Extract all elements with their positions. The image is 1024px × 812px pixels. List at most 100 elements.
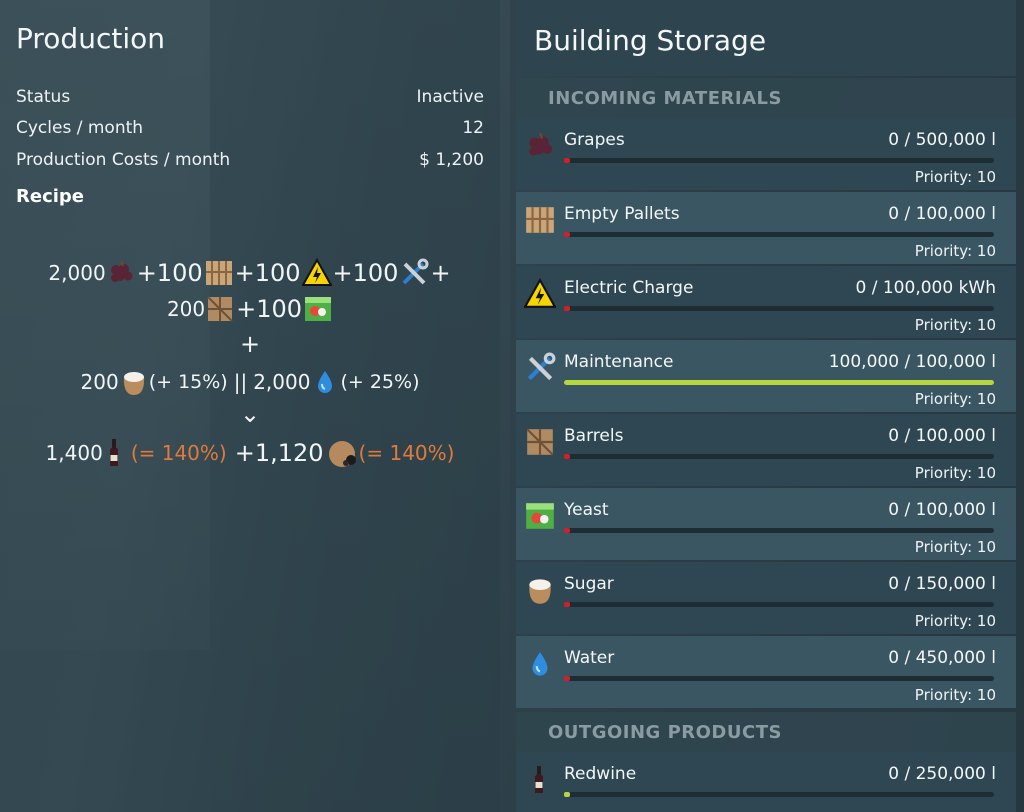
production-panel: Production Status Inactive Cycles / mont… <box>0 0 500 812</box>
storage-amount: 0 / 500,000 l <box>888 130 996 150</box>
recipe-maintenance-amount: +100 <box>332 259 399 287</box>
recipe-output-line: 1,400 (= 140%) +1,120 (= 140%) <box>0 438 500 468</box>
recipe-sugar-pct: (+ 15%) <box>148 371 228 393</box>
storage-name: Maintenance <box>564 352 674 372</box>
fill-level-bar <box>564 602 994 607</box>
costs-row: Production Costs / month $ 1,200 <box>16 150 484 170</box>
storage-header: Building Storage <box>516 0 1016 76</box>
recipe-electric-amount: +100 <box>234 259 301 287</box>
storage-title: Building Storage <box>534 24 767 57</box>
empty-marker <box>564 158 570 163</box>
electric-warning-icon <box>523 277 557 310</box>
storage-priority[interactable]: Priority: 10 <box>914 316 996 334</box>
sugar-sack-icon <box>119 367 149 397</box>
recipe-plus: + <box>239 330 261 358</box>
recipe-grapes-amount: 2,000 <box>48 261 106 285</box>
storage-name: Electric Charge <box>564 278 694 298</box>
recipe-arrow-line: ⌄ <box>0 400 500 428</box>
output-second-amount: +1,120 <box>234 439 324 467</box>
grapes-icon <box>524 130 556 162</box>
storage-name: Empty Pallets <box>564 204 680 224</box>
pallet-icon <box>204 258 234 288</box>
storage-amount: 0 / 250,000 l <box>888 764 996 784</box>
storage-row-sugar[interactable]: Sugar 0 / 150,000 l Priority: 10 <box>516 562 1016 634</box>
storage-amount: 0 / 150,000 l <box>888 574 996 594</box>
outgoing-products-label: OUTGOING PRODUCTS <box>548 722 782 743</box>
fill-level <box>564 380 994 385</box>
storage-amount: 0 / 100,000 kWh <box>855 278 996 298</box>
storage-row-redwine[interactable]: Redwine 0 / 250,000 l <box>516 752 1016 812</box>
storage-priority[interactable]: Priority: 10 <box>914 390 996 408</box>
recipe-line-3: 200 (+ 15%) || 2,000 (+ 25%) <box>0 367 500 397</box>
empty-marker <box>564 792 570 797</box>
storage-row-barrels[interactable]: Barrels 0 / 100,000 l Priority: 10 <box>516 414 1016 486</box>
building-storage-panel: Building Storage INCOMING MATERIALS Grap… <box>516 0 1016 812</box>
storage-amount: 0 / 100,000 l <box>888 500 996 520</box>
recipe-line-1: 2,000 +100 +100 +100 + <box>0 257 500 288</box>
storage-amount: 0 / 100,000 l <box>888 426 996 446</box>
storage-name: Grapes <box>564 130 625 150</box>
water-drop-icon <box>310 367 340 397</box>
pallet-icon <box>524 204 556 236</box>
background-pillar <box>0 0 210 650</box>
storage-priority[interactable]: Priority: 10 <box>914 242 996 260</box>
outgoing-products-header: OUTGOING PRODUCTS <box>516 712 1016 752</box>
output-second-pct: (= 140%) <box>358 441 455 465</box>
recipe-water-pct: (+ 25%) <box>340 371 420 393</box>
storage-row-water[interactable]: Water 0 / 450,000 l Priority: 10 <box>516 636 1016 708</box>
cycles-row: Cycles / month 12 <box>16 118 484 138</box>
recipe-plus-continued: + <box>430 259 451 287</box>
recipe-arrow-icon: ⌄ <box>239 400 261 428</box>
recipe-label: Recipe <box>16 186 85 207</box>
storage-row-electric-charge[interactable]: Electric Charge 0 / 100,000 kWh Priority… <box>516 266 1016 338</box>
status-label: Status <box>16 87 71 107</box>
recipe-sugar-amount: 200 <box>80 370 119 394</box>
fill-level-bar <box>564 232 994 237</box>
storage-row-maintenance[interactable]: Maintenance 100,000 / 100,000 l Priority… <box>516 340 1016 412</box>
storage-priority[interactable]: Priority: 10 <box>914 168 996 186</box>
incoming-materials-label: INCOMING MATERIALS <box>548 88 782 109</box>
storage-row-empty-pallets[interactable]: Empty Pallets 0 / 100,000 l Priority: 10 <box>516 192 1016 264</box>
maintenance-tools-icon <box>399 258 429 288</box>
wine-bottle-icon <box>528 764 560 796</box>
fill-level-bar <box>564 158 994 163</box>
sugar-sack-icon <box>524 574 556 606</box>
storage-priority[interactable]: Priority: 10 <box>914 538 996 556</box>
fill-level-bar <box>564 454 994 459</box>
storage-priority[interactable]: Priority: 10 <box>914 612 996 630</box>
yeast-box-icon <box>303 294 333 324</box>
fill-level-bar <box>564 380 994 385</box>
recipe-pallets-amount: +100 <box>136 259 203 287</box>
storage-name: Redwine <box>564 764 637 784</box>
barrel-crate-icon <box>205 294 235 324</box>
costs-value: $ 1,200 <box>419 150 484 170</box>
electric-warning-icon <box>300 257 333 288</box>
water-drop-icon <box>524 648 556 680</box>
barrel-crate-icon <box>524 426 556 458</box>
grapes-icon <box>106 258 136 288</box>
maintenance-tools-icon <box>524 352 556 384</box>
storage-amount: 100,000 / 100,000 l <box>828 352 996 372</box>
output-wine-amount: 1,400 <box>45 441 103 465</box>
storage-amount: 0 / 450,000 l <box>888 648 996 668</box>
storage-name: Yeast <box>564 500 609 520</box>
production-title: Production <box>16 22 165 55</box>
background-shade <box>210 0 510 812</box>
empty-marker <box>564 676 570 681</box>
storage-row-grapes[interactable]: Grapes 0 / 500,000 l Priority: 10 <box>516 118 1016 190</box>
cycles-label: Cycles / month <box>16 118 144 138</box>
empty-marker <box>564 232 570 237</box>
status-value: Inactive <box>416 87 484 107</box>
storage-priority[interactable]: Priority: 10 <box>914 686 996 704</box>
recipe-separator: || <box>233 370 248 394</box>
yeast-box-icon <box>524 500 556 532</box>
output-wine-pct: (= 140%) <box>130 441 227 465</box>
status-row: Status Inactive <box>16 87 484 107</box>
fill-level-bar <box>564 306 994 311</box>
fill-level-bar <box>564 676 994 681</box>
storage-row-yeast[interactable]: Yeast 0 / 100,000 l Priority: 10 <box>516 488 1016 560</box>
fill-level-bar <box>564 792 994 797</box>
incoming-materials-header: INCOMING MATERIALS <box>516 78 1016 118</box>
storage-priority[interactable]: Priority: 10 <box>914 464 996 482</box>
storage-name: Barrels <box>564 426 624 446</box>
